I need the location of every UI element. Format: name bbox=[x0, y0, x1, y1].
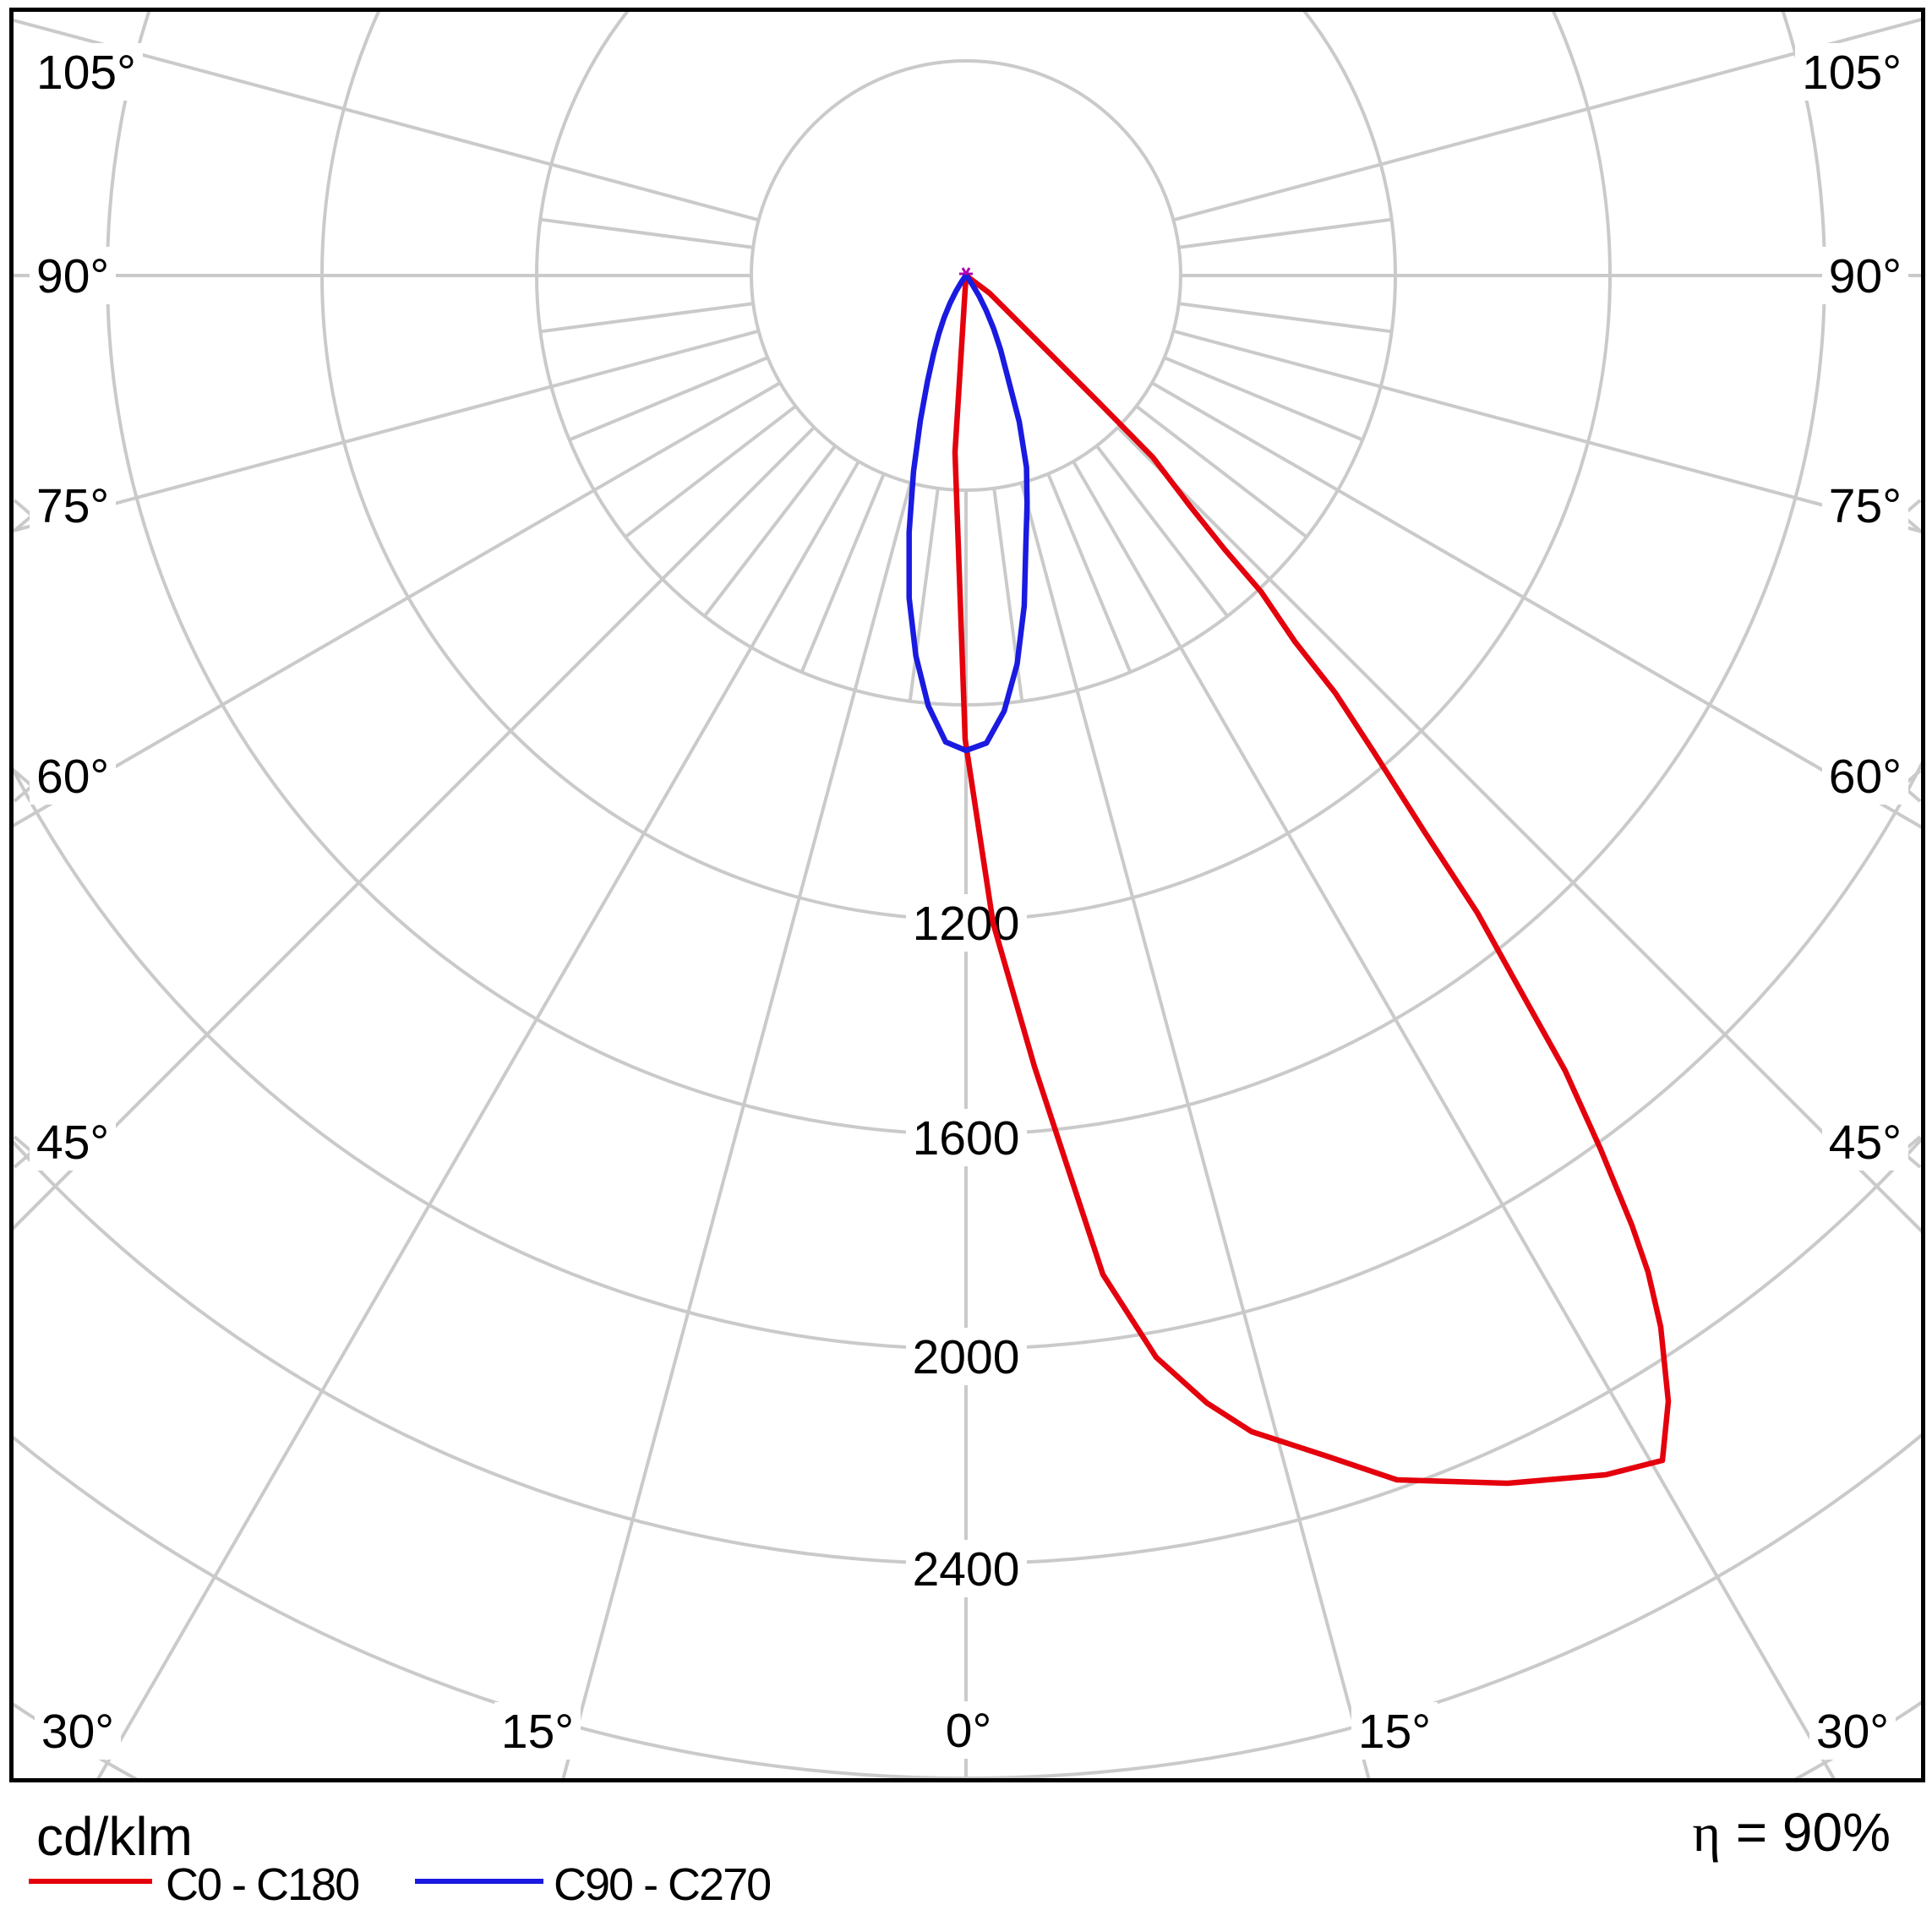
svg-text:C0 - C180: C0 - C180 bbox=[166, 1859, 358, 1910]
svg-text:15°: 15° bbox=[501, 1705, 574, 1759]
svg-text:75°: 75° bbox=[1829, 479, 1902, 533]
svg-text:C90 - C270: C90 - C270 bbox=[554, 1859, 770, 1910]
svg-text:60°: 60° bbox=[36, 750, 109, 804]
svg-text:0°: 0° bbox=[946, 1704, 992, 1758]
svg-text:1200: 1200 bbox=[913, 897, 1020, 951]
svg-text:2000: 2000 bbox=[913, 1330, 1020, 1384]
svg-text:105°: 105° bbox=[1802, 46, 1902, 100]
svg-text:90°: 90° bbox=[36, 249, 109, 303]
svg-text:45°: 45° bbox=[36, 1116, 109, 1170]
svg-text:1600: 1600 bbox=[913, 1111, 1020, 1165]
svg-text:15°: 15° bbox=[1358, 1705, 1431, 1759]
svg-text:cd/klm: cd/klm bbox=[36, 1806, 193, 1867]
svg-text:η = 90%: η = 90% bbox=[1693, 1802, 1891, 1863]
svg-text:90°: 90° bbox=[1829, 249, 1902, 303]
svg-text:45°: 45° bbox=[1829, 1116, 1902, 1170]
svg-text:30°: 30° bbox=[41, 1705, 114, 1759]
svg-text:30°: 30° bbox=[1816, 1705, 1889, 1759]
svg-text:60°: 60° bbox=[1829, 750, 1902, 804]
svg-text:2400: 2400 bbox=[913, 1542, 1020, 1596]
svg-text:105°: 105° bbox=[36, 46, 136, 100]
svg-text:75°: 75° bbox=[36, 479, 109, 533]
